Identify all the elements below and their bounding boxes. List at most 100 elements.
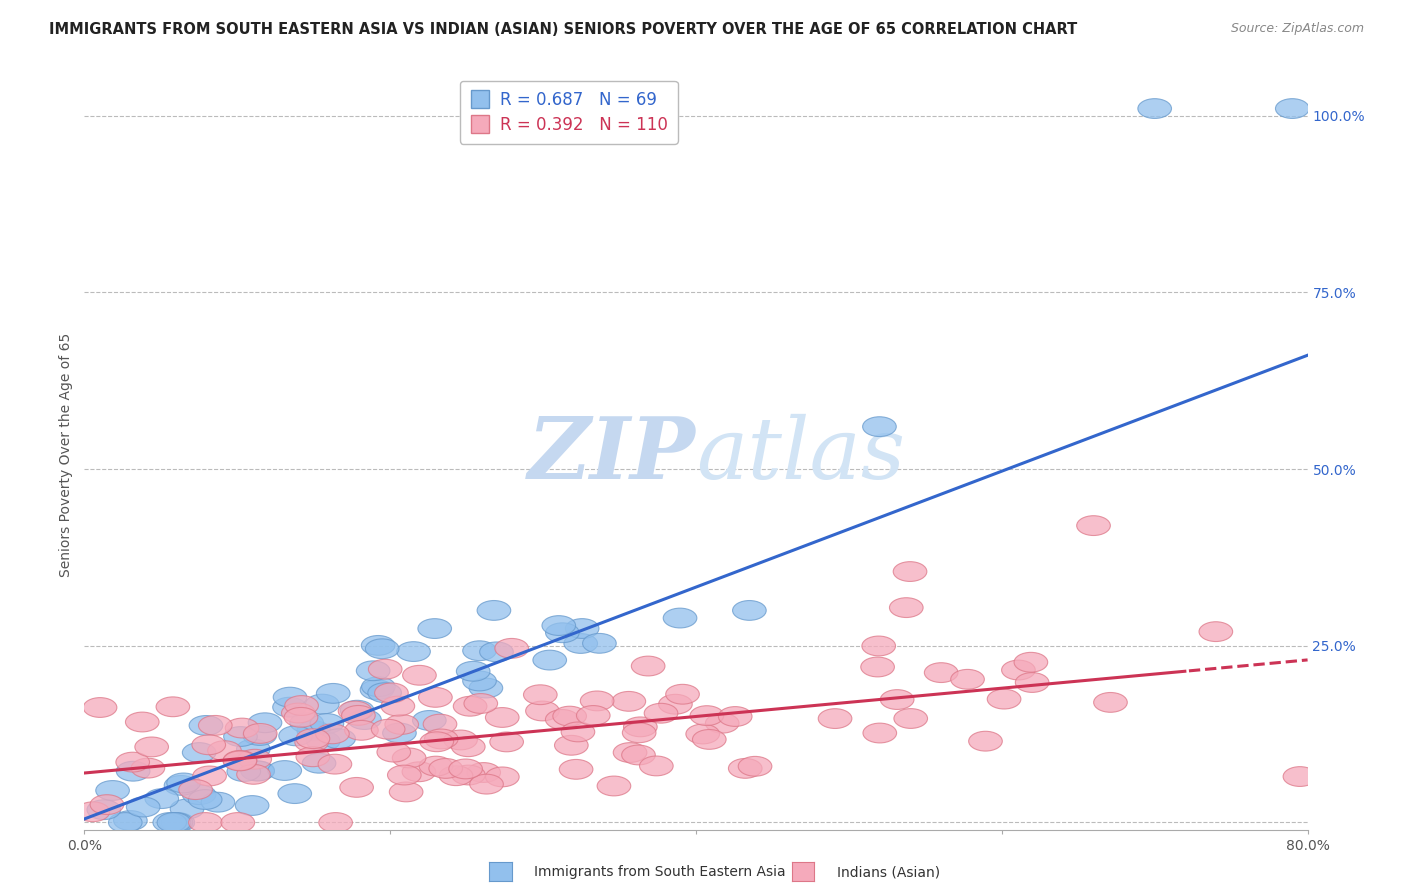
Ellipse shape bbox=[449, 759, 482, 779]
Ellipse shape bbox=[444, 730, 478, 750]
Ellipse shape bbox=[190, 715, 222, 735]
Ellipse shape bbox=[419, 688, 453, 707]
Ellipse shape bbox=[644, 703, 678, 723]
Ellipse shape bbox=[243, 723, 277, 743]
Ellipse shape bbox=[1199, 622, 1233, 641]
Ellipse shape bbox=[360, 680, 394, 699]
Ellipse shape bbox=[297, 729, 330, 748]
Ellipse shape bbox=[733, 600, 766, 620]
Ellipse shape bbox=[90, 795, 124, 814]
Ellipse shape bbox=[340, 700, 374, 720]
Ellipse shape bbox=[193, 766, 226, 786]
Ellipse shape bbox=[240, 761, 274, 780]
Ellipse shape bbox=[862, 636, 896, 656]
Ellipse shape bbox=[361, 677, 395, 697]
Ellipse shape bbox=[1077, 516, 1111, 535]
Ellipse shape bbox=[664, 608, 697, 628]
Ellipse shape bbox=[117, 762, 150, 781]
Ellipse shape bbox=[613, 743, 647, 763]
Ellipse shape bbox=[969, 731, 1002, 751]
Ellipse shape bbox=[631, 657, 665, 676]
Ellipse shape bbox=[412, 711, 446, 731]
Ellipse shape bbox=[385, 714, 419, 734]
Ellipse shape bbox=[319, 813, 353, 832]
Ellipse shape bbox=[526, 701, 560, 721]
Ellipse shape bbox=[305, 694, 339, 714]
Ellipse shape bbox=[297, 747, 329, 767]
Ellipse shape bbox=[225, 718, 259, 738]
Ellipse shape bbox=[623, 723, 657, 743]
Text: Immigrants from South Eastern Asia: Immigrants from South Eastern Asia bbox=[534, 865, 786, 880]
Ellipse shape bbox=[439, 766, 472, 786]
Ellipse shape bbox=[425, 729, 458, 749]
Ellipse shape bbox=[561, 722, 595, 742]
Ellipse shape bbox=[686, 724, 720, 744]
Ellipse shape bbox=[281, 703, 315, 723]
Ellipse shape bbox=[377, 742, 411, 762]
Ellipse shape bbox=[451, 765, 485, 785]
Ellipse shape bbox=[145, 789, 179, 808]
Ellipse shape bbox=[418, 619, 451, 639]
Ellipse shape bbox=[950, 669, 984, 690]
Ellipse shape bbox=[419, 756, 453, 776]
Ellipse shape bbox=[463, 640, 496, 661]
Ellipse shape bbox=[297, 721, 330, 740]
Text: ZIP: ZIP bbox=[529, 413, 696, 497]
Ellipse shape bbox=[553, 706, 586, 726]
Ellipse shape bbox=[307, 731, 340, 751]
Ellipse shape bbox=[467, 763, 501, 782]
Ellipse shape bbox=[893, 562, 927, 582]
Ellipse shape bbox=[728, 758, 762, 779]
Ellipse shape bbox=[693, 730, 725, 749]
Ellipse shape bbox=[564, 633, 598, 653]
Ellipse shape bbox=[340, 778, 374, 797]
Text: IMMIGRANTS FROM SOUTH EASTERN ASIA VS INDIAN (ASIAN) SENIORS POVERTY OVER THE AG: IMMIGRANTS FROM SOUTH EASTERN ASIA VS IN… bbox=[49, 22, 1077, 37]
Ellipse shape bbox=[170, 799, 204, 819]
Ellipse shape bbox=[554, 735, 588, 756]
Ellipse shape bbox=[690, 706, 724, 725]
Text: atlas: atlas bbox=[696, 414, 905, 496]
Ellipse shape bbox=[339, 701, 371, 721]
Ellipse shape bbox=[356, 661, 389, 681]
Ellipse shape bbox=[523, 685, 557, 705]
Ellipse shape bbox=[470, 678, 503, 698]
Text: Indians (Asian): Indians (Asian) bbox=[837, 865, 939, 880]
Ellipse shape bbox=[240, 761, 274, 780]
Ellipse shape bbox=[115, 752, 149, 772]
Ellipse shape bbox=[221, 813, 254, 832]
Ellipse shape bbox=[402, 762, 436, 781]
Ellipse shape bbox=[863, 417, 896, 436]
Ellipse shape bbox=[495, 639, 529, 658]
Ellipse shape bbox=[179, 780, 212, 799]
Ellipse shape bbox=[423, 714, 457, 734]
Ellipse shape bbox=[159, 813, 193, 832]
Ellipse shape bbox=[880, 690, 914, 709]
Ellipse shape bbox=[612, 691, 645, 711]
Ellipse shape bbox=[706, 714, 740, 733]
Ellipse shape bbox=[316, 683, 350, 703]
Ellipse shape bbox=[420, 731, 454, 752]
Ellipse shape bbox=[451, 737, 485, 756]
Ellipse shape bbox=[396, 641, 430, 662]
Ellipse shape bbox=[236, 764, 270, 784]
Ellipse shape bbox=[285, 696, 318, 715]
Ellipse shape bbox=[224, 727, 257, 747]
Ellipse shape bbox=[392, 748, 426, 768]
Ellipse shape bbox=[224, 750, 257, 771]
Ellipse shape bbox=[1094, 692, 1128, 713]
Ellipse shape bbox=[860, 657, 894, 677]
Ellipse shape bbox=[718, 706, 752, 726]
Ellipse shape bbox=[388, 765, 422, 785]
Ellipse shape bbox=[368, 659, 402, 679]
Ellipse shape bbox=[987, 690, 1021, 709]
Ellipse shape bbox=[183, 785, 217, 805]
Text: Source: ZipAtlas.com: Source: ZipAtlas.com bbox=[1230, 22, 1364, 36]
Ellipse shape bbox=[479, 642, 513, 662]
Legend: R = 0.687   N = 69, R = 0.392   N = 110: R = 0.687 N = 69, R = 0.392 N = 110 bbox=[460, 81, 678, 144]
Ellipse shape bbox=[489, 732, 523, 752]
Ellipse shape bbox=[485, 707, 519, 727]
Ellipse shape bbox=[402, 665, 436, 685]
Ellipse shape bbox=[273, 698, 307, 717]
Ellipse shape bbox=[157, 813, 191, 832]
Ellipse shape bbox=[1137, 99, 1171, 119]
